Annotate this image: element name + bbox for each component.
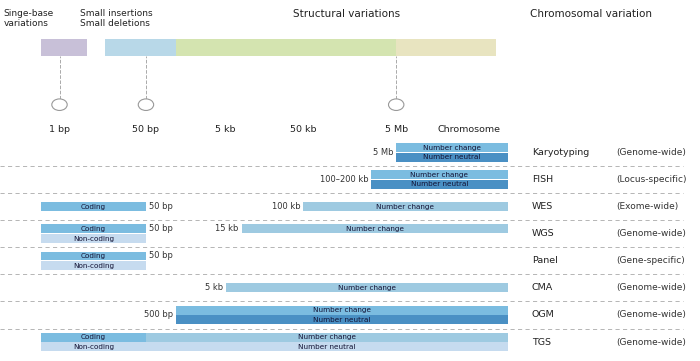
Text: TGS: TGS [532, 338, 551, 347]
Bar [241, 225, 508, 233]
Text: (Genome-wide): (Genome-wide) [616, 229, 686, 238]
Text: Singe-base
variations: Singe-base variations [4, 9, 54, 29]
Bar [225, 283, 508, 292]
Text: WGS: WGS [532, 229, 554, 238]
Text: (Genome-wide): (Genome-wide) [616, 148, 686, 157]
Bar [146, 342, 508, 351]
Text: Structural variations: Structural variations [293, 9, 400, 19]
Bar [41, 342, 146, 351]
Text: (Gene-specific): (Gene-specific) [616, 256, 685, 265]
Text: 1 bp: 1 bp [49, 125, 70, 134]
Text: Number change: Number change [298, 334, 356, 340]
Bar [41, 333, 146, 342]
Text: 5 kb: 5 kb [216, 125, 236, 134]
Text: Number neutral: Number neutral [411, 182, 468, 187]
Ellipse shape [52, 99, 67, 110]
Text: Panel: Panel [532, 256, 558, 265]
Text: Coding: Coding [81, 334, 106, 340]
Text: 50 bp: 50 bp [149, 225, 173, 234]
Text: Number change: Number change [410, 172, 468, 178]
Text: 5 kb: 5 kb [204, 283, 223, 292]
Text: Chromosomal variation: Chromosomal variation [531, 9, 652, 19]
Bar [396, 143, 508, 152]
Bar [396, 39, 496, 56]
Text: Non-coding: Non-coding [73, 263, 114, 269]
Text: Chromosome: Chromosome [438, 125, 500, 134]
Text: 500 bp: 500 bp [144, 310, 173, 319]
Ellipse shape [389, 99, 404, 110]
Text: Number change: Number change [346, 226, 404, 232]
Bar [176, 39, 396, 56]
Text: Small insertions
Small deletions: Small insertions Small deletions [80, 9, 153, 29]
Text: 50 bp: 50 bp [149, 202, 173, 211]
Text: Number neutral: Number neutral [424, 155, 481, 160]
Text: 100 kb: 100 kb [272, 202, 300, 211]
Text: Coding: Coding [81, 226, 106, 232]
Text: Number neutral: Number neutral [298, 344, 356, 350]
Text: 50 bp: 50 bp [132, 125, 160, 134]
Text: Coding: Coding [81, 253, 106, 259]
Text: 5 Mb: 5 Mb [373, 148, 393, 157]
Text: Coding: Coding [81, 204, 106, 210]
Bar [176, 306, 508, 314]
Bar [105, 39, 176, 56]
Text: Number change: Number change [377, 204, 434, 210]
Text: CMA: CMA [532, 283, 553, 292]
Ellipse shape [139, 99, 154, 110]
Text: (Locus-specific): (Locus-specific) [616, 175, 687, 184]
Bar [41, 202, 146, 211]
Text: (Exome-wide): (Exome-wide) [616, 202, 678, 211]
Text: Number neutral: Number neutral [313, 317, 370, 323]
Text: Number change: Number change [313, 307, 370, 313]
Text: (Genome-wide): (Genome-wide) [616, 283, 686, 292]
Bar [371, 180, 508, 189]
Text: 100–200 kb: 100–200 kb [320, 175, 368, 184]
Text: Non-coding: Non-coding [73, 344, 114, 350]
Text: Number change: Number change [423, 145, 481, 151]
Text: 50 kb: 50 kb [290, 125, 316, 134]
Text: (Genome-wide): (Genome-wide) [616, 310, 686, 319]
Bar [396, 153, 508, 162]
Text: 5 Mb: 5 Mb [384, 125, 408, 134]
Bar [41, 225, 146, 233]
Text: WES: WES [532, 202, 553, 211]
Text: 15 kb: 15 kb [216, 225, 239, 234]
Text: Karyotyping: Karyotyping [532, 148, 589, 157]
Text: 50 bp: 50 bp [149, 252, 173, 261]
Bar [41, 252, 146, 261]
Text: OGM: OGM [532, 310, 554, 319]
Text: FISH: FISH [532, 175, 553, 184]
Bar [303, 202, 508, 211]
Bar [371, 170, 508, 179]
Bar [41, 234, 146, 243]
Bar [41, 39, 87, 56]
Text: Number change: Number change [337, 285, 395, 291]
Text: (Genome-wide): (Genome-wide) [616, 338, 686, 347]
Bar [146, 333, 508, 342]
Text: Non-coding: Non-coding [73, 236, 114, 242]
Bar [41, 261, 146, 270]
Bar [176, 316, 508, 324]
